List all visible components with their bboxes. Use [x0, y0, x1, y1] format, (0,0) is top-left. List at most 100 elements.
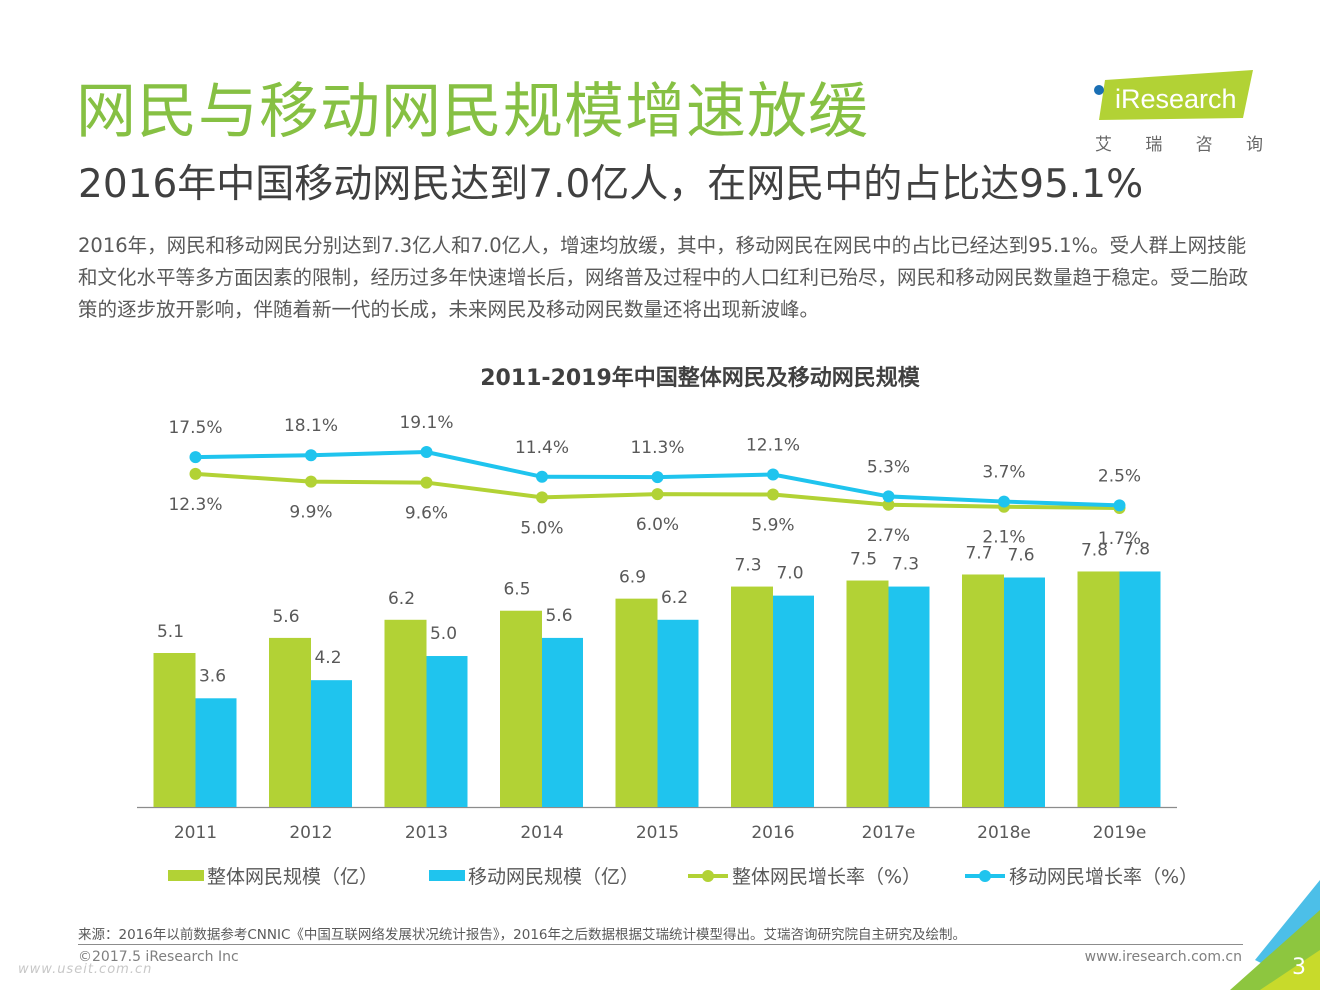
legend-item-mobile-growth: 移动网民增长率（%） — [965, 862, 1198, 889]
page-subtitle: 2016年中国移动网民达到7.0亿人，在网民中的占比达95.1% — [78, 162, 1144, 207]
point-total-growth — [189, 467, 202, 480]
bar-mobile-2011 — [195, 698, 237, 807]
point-mobile-growth — [305, 449, 317, 462]
bar-total-2012 — [269, 637, 311, 807]
bar-label-mobile: 6.2 — [661, 588, 688, 608]
bar-label-mobile: 7.0 — [776, 564, 803, 584]
chart-canvas: 5.1 3.6 2011 5.6 4.2 2012 6.2 5.0 2013 6.5 5.6 2014… — [137, 413, 1177, 843]
bar-total-2013 — [384, 619, 427, 807]
line-label-mobile-growth: 19.1% — [399, 413, 453, 433]
line-label-total-growth: 2.7% — [867, 526, 910, 546]
iresearch-logo: iResearch 艾 瑞 咨 询 — [1085, 68, 1265, 160]
x-tick-label: 2016 — [751, 823, 794, 843]
logo-char: 询 — [1245, 135, 1263, 155]
bar-total-2019e — [1077, 571, 1120, 807]
bar-mobile-2013 — [426, 656, 468, 807]
legend-line-green-icon — [688, 869, 728, 882]
bar-label-mobile: 4.2 — [314, 648, 341, 668]
bar-mobile-2014 — [542, 637, 583, 807]
footer-divider — [78, 944, 1243, 945]
bar-label-total: 7.7 — [965, 543, 992, 563]
point-mobile-growth — [651, 471, 664, 484]
legend-label: 移动网民规模（亿） — [468, 866, 640, 888]
line-label-total-growth: 6.0% — [636, 515, 679, 535]
line-label-total-growth: 5.9% — [751, 515, 794, 535]
x-tick-label: 2011 — [174, 823, 217, 843]
bar-label-mobile: 7.8 — [1123, 539, 1150, 559]
bar-mobile-2016 — [773, 595, 814, 807]
logo-char: 瑞 — [1145, 135, 1163, 155]
line-label-mobile-growth: 11.4% — [515, 438, 569, 458]
point-mobile-growth — [420, 446, 433, 458]
bar-label-total: 7.5 — [850, 550, 877, 570]
logo-chinese-text: 艾 瑞 咨 询 — [1095, 130, 1263, 155]
legend-item-total-scale: 整体网民规模（亿） — [168, 862, 378, 889]
chart-legend: 整体网民规模（亿） 移动网民规模（亿） 整体网民增长率（%） 移动网民增长率（%… — [0, 862, 1320, 890]
bar-mobile-2012 — [311, 680, 352, 807]
line-label-mobile-growth: 18.1% — [284, 416, 338, 436]
point-mobile-growth — [998, 495, 1010, 508]
x-tick-label: 2019e — [1093, 823, 1147, 843]
bar-total-2017e — [846, 580, 889, 807]
line-label-mobile-growth: 3.7% — [982, 463, 1025, 483]
copyright-text: ©2017.5 iResearch Inc — [78, 949, 239, 965]
line-label-total-growth: 9.6% — [405, 504, 448, 524]
line-label-mobile-growth: 5.3% — [867, 457, 910, 477]
line-label-mobile-growth: 17.5% — [168, 418, 222, 438]
bar-mobile-2015 — [657, 619, 699, 807]
point-total-growth — [767, 488, 779, 501]
x-tick-label: 2018e — [977, 823, 1031, 843]
bar-mobile-2018e — [1004, 577, 1045, 807]
line-label-total-growth: 2.1% — [982, 528, 1025, 548]
legend-swatch-blue — [429, 870, 465, 881]
logo-banner-icon — [1094, 70, 1253, 120]
point-total-growth — [882, 498, 895, 511]
chart-title: 2011-2019年中国整体网民及移动网民规模 — [480, 366, 920, 391]
bar-label-mobile: 3.6 — [199, 666, 226, 686]
line-label-mobile-growth: 12.1% — [746, 436, 800, 456]
source-note: 来源：2016年以前数据参考CNNIC《中国互联网络发展状况统计报告》，2016… — [78, 927, 966, 943]
summary-paragraph: 2016年，网民和移动网民分别达到7.3亿人和7.0亿人，增速均放缓，其中，移动… — [78, 234, 1249, 321]
page-title: 网民与移动网民规模增速放缓 — [76, 77, 869, 147]
logo-char: 艾 — [1095, 135, 1112, 155]
bar-label-total: 6.9 — [619, 568, 646, 588]
legend-item-total-growth: 整体网民增长率（%） — [688, 862, 921, 889]
legend-swatch-green — [168, 870, 204, 881]
bar-total-2018e — [962, 574, 1004, 807]
x-tick-label: 2013 — [405, 823, 448, 843]
bar-mobile-2019e — [1119, 571, 1161, 807]
x-tick-label: 2014 — [520, 823, 563, 843]
x-tick-label: 2012 — [289, 823, 332, 843]
point-mobile-growth — [536, 470, 548, 483]
bar-total-2011 — [153, 653, 196, 807]
point-total-growth — [651, 488, 664, 501]
x-tick-label: 2015 — [636, 823, 679, 843]
bar-label-mobile: 5.0 — [430, 624, 457, 644]
website-link[interactable]: www.iresearch.com.cn — [1084, 949, 1242, 965]
bar-label-mobile: 7.3 — [892, 555, 919, 575]
legend-label: 整体网民规模（亿） — [207, 866, 379, 888]
line-label-total-growth: 5.0% — [520, 518, 563, 538]
x-tick-label: 2017e — [862, 823, 916, 843]
bar-label-total: 7.3 — [734, 556, 761, 576]
watermark-text: www.useit.com.cn — [18, 962, 153, 977]
page-number: 3 — [1292, 955, 1306, 980]
point-total-growth — [420, 476, 433, 489]
point-mobile-growth — [1113, 499, 1126, 512]
line-label-total-growth: 9.9% — [289, 503, 332, 523]
bar-mobile-2017e — [888, 586, 930, 807]
line-label-mobile-growth: 11.3% — [630, 438, 684, 458]
logo-brand-text: iResearch — [1115, 84, 1237, 114]
bar-label-total: 6.2 — [388, 589, 415, 609]
point-mobile-growth — [189, 451, 202, 464]
line-label-mobile-growth: 2.5% — [1098, 466, 1141, 486]
logo-char: 咨 — [1195, 135, 1213, 155]
legend-label: 移动网民增长率（%） — [1009, 866, 1199, 888]
bar-total-2014 — [500, 610, 542, 807]
bar-label-mobile: 5.6 — [545, 606, 572, 626]
point-total-growth — [305, 475, 317, 488]
bar-total-2015 — [615, 598, 658, 807]
legend-item-mobile-scale: 移动网民规模（亿） — [429, 862, 639, 889]
bar-label-total: 6.5 — [503, 580, 530, 600]
point-mobile-growth — [767, 468, 779, 481]
